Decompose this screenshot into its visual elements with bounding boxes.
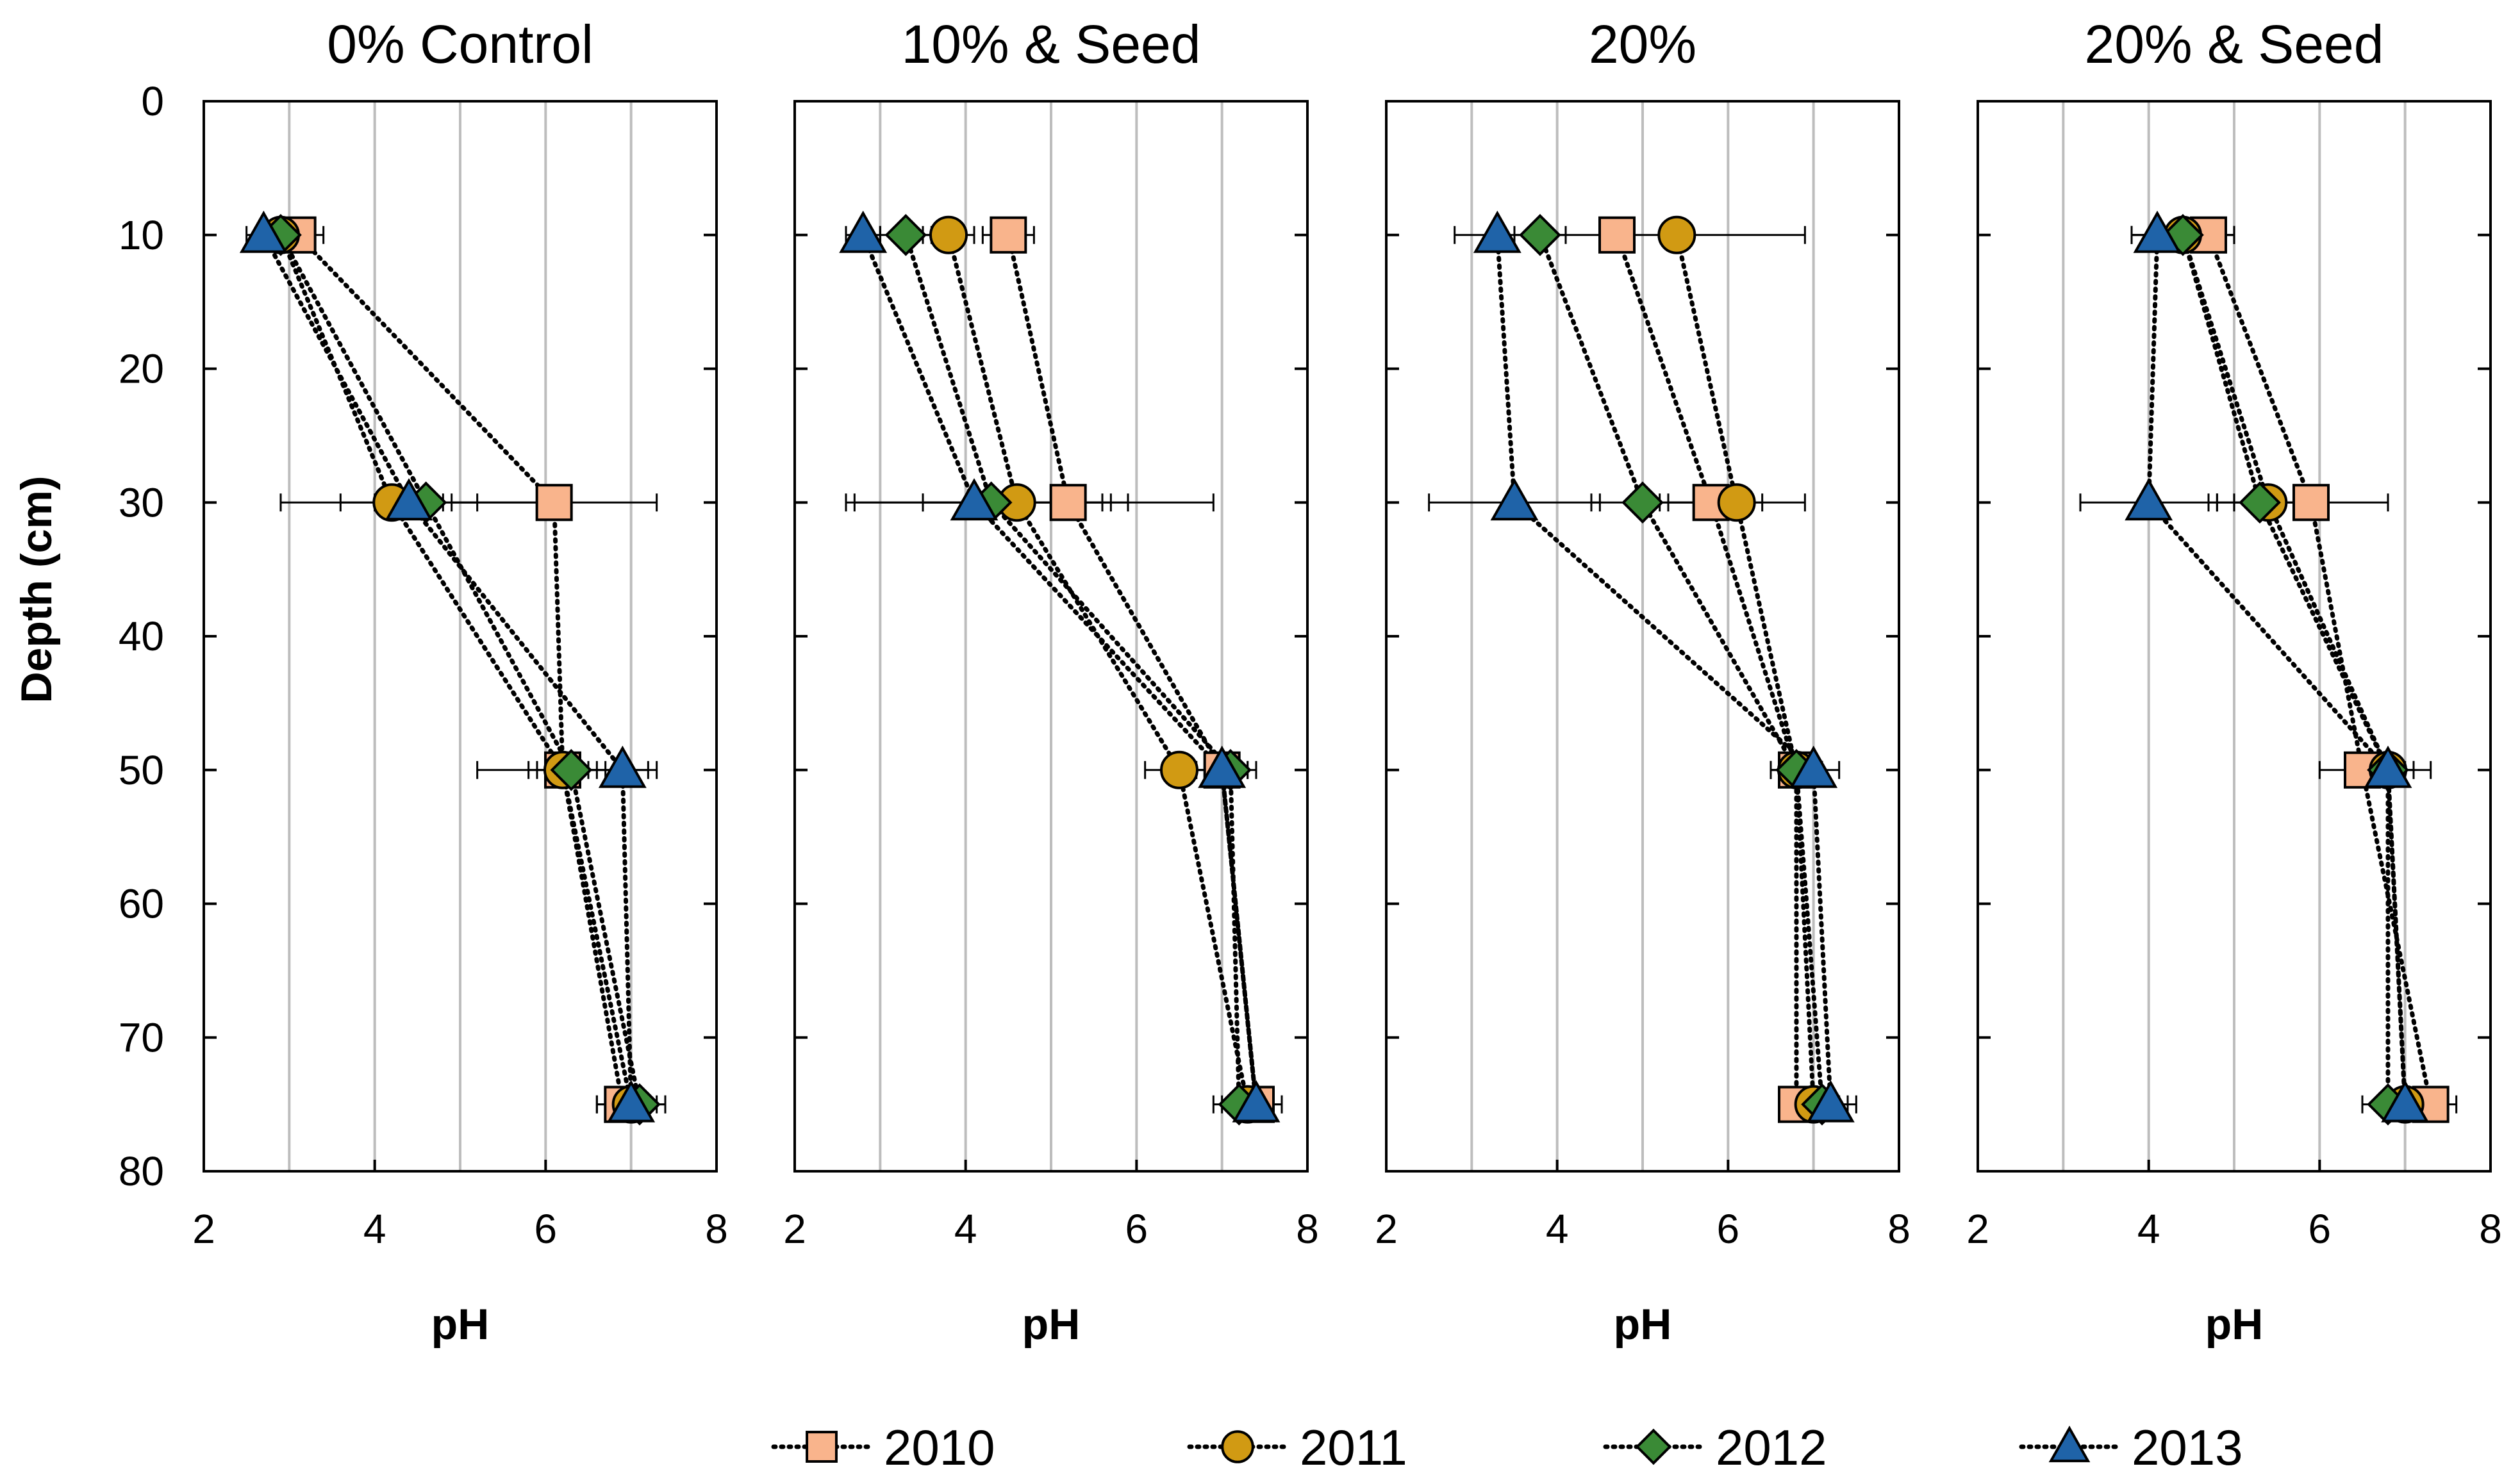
- x-tick-label: 6: [2309, 1206, 2332, 1252]
- data-point-2013: [598, 745, 647, 788]
- data-point-2013: [2125, 478, 2173, 521]
- x-tick-label: 6: [535, 1206, 558, 1252]
- data-point-2012: [550, 748, 593, 791]
- data-point-2013: [2381, 1080, 2430, 1123]
- x-tick-label: 2: [1966, 1206, 1989, 1252]
- data-point-2011: [1717, 483, 1756, 522]
- series-line-2011: [946, 233, 1250, 1107]
- y-tick-label: 50: [119, 747, 164, 793]
- series-line-2012: [278, 233, 642, 1107]
- data-point-2013: [839, 210, 888, 253]
- y-tick-label: 20: [119, 346, 164, 392]
- series-line-2010: [1006, 233, 1259, 1107]
- data-point-2013: [2364, 745, 2412, 788]
- data-point-2013: [239, 210, 288, 253]
- series-line-2010: [295, 233, 625, 1107]
- y-tick-label: 0: [141, 78, 164, 124]
- data-point-2013: [385, 478, 433, 521]
- panel-title: 0% Control: [327, 14, 593, 74]
- legend-marker-2012: [1635, 1428, 1672, 1465]
- legend-label: 2010: [884, 1419, 995, 1476]
- x-tick-label: 2: [783, 1206, 806, 1252]
- x-axis-label: pH: [2205, 1300, 2264, 1349]
- series-line-2012: [903, 233, 1241, 1107]
- series-line-2013: [261, 233, 634, 1107]
- series-line-2013: [861, 233, 1259, 1107]
- x-tick-label: 2: [1375, 1206, 1398, 1252]
- series-line-2011: [1674, 233, 1816, 1107]
- series-line-2013: [2146, 233, 2408, 1107]
- y-tick-label: 40: [119, 613, 164, 659]
- legend-marker-2011: [1221, 1430, 1254, 1463]
- x-tick-label: 2: [192, 1206, 215, 1252]
- legend-label: 2013: [2132, 1419, 2243, 1476]
- x-tick-label: 6: [1125, 1206, 1148, 1252]
- x-tick-label: 8: [1887, 1206, 1911, 1252]
- panel-1: 0 10 20 30 40 50 60 70 80 2 4 6 8 0% Control pH: [119, 14, 728, 1349]
- data-point-2011: [929, 215, 968, 254]
- data-point-2010: [2292, 484, 2330, 522]
- legend-label: 2012: [1716, 1419, 1827, 1476]
- x-tick-label: 8: [2479, 1206, 2502, 1252]
- series-line-2011: [2180, 233, 2408, 1107]
- x-tick-label: 8: [1296, 1206, 1319, 1252]
- x-axis-label: pH: [431, 1300, 490, 1349]
- data-point-2013: [950, 478, 999, 521]
- data-point-2011: [1657, 215, 1696, 254]
- y-tick-label: 80: [119, 1148, 164, 1194]
- series-line-2012: [2180, 233, 2391, 1107]
- legend-item-2013: 2013: [2019, 1419, 2243, 1476]
- data-point-2013: [1198, 745, 1247, 788]
- data-point-2012: [1519, 213, 1561, 256]
- data-point-2013: [607, 1080, 656, 1123]
- panels-layer: 0 10 20 30 40 50 60 70 80 2 4 6 8 0% Control pH 2 4 6 8 10%…: [119, 14, 2502, 1349]
- x-tick-label: 4: [363, 1206, 386, 1252]
- panel-title: 10% & Seed: [901, 14, 1200, 74]
- data-point-2011: [1160, 750, 1198, 789]
- data-point-2012: [884, 213, 927, 256]
- y-tick-label: 30: [119, 479, 164, 525]
- panel-4: 2 4 6 8 20% & Seed pH: [1966, 14, 2502, 1349]
- series-line-2010: [1614, 233, 1799, 1107]
- data-point-2013: [1789, 745, 1838, 788]
- data-point-2013: [1490, 478, 1539, 521]
- legend-label: 2011: [1300, 1419, 1407, 1476]
- data-point-2012: [1621, 481, 1664, 524]
- panel-3: 2 4 6 8 20% pH: [1375, 14, 1911, 1349]
- data-point-2013: [1473, 210, 1521, 253]
- data-point-2010: [535, 484, 573, 522]
- legend-marker-2010: [806, 1431, 838, 1463]
- x-axis-label: pH: [1614, 1300, 1672, 1349]
- y-axis-label: Depth (cm): [12, 475, 61, 703]
- series-line-2012: [1538, 233, 1825, 1107]
- x-tick-label: 4: [1546, 1206, 1569, 1252]
- y-tick-label: 10: [119, 212, 164, 258]
- x-tick-label: 4: [2137, 1206, 2160, 1252]
- y-tick-label: 70: [119, 1014, 164, 1060]
- series-line-2013: [1495, 233, 1833, 1107]
- data-point-2010: [990, 216, 1027, 254]
- x-tick-label: 8: [705, 1206, 728, 1252]
- data-point-2012: [2239, 481, 2281, 524]
- legend: 2010 2011 2012 2013: [771, 1419, 2243, 1476]
- data-point-2013: [1806, 1080, 1855, 1123]
- x-axis-label: pH: [1022, 1300, 1081, 1349]
- panel-2: 2 4 6 8 10% & Seed pH: [783, 14, 1319, 1349]
- y-tick-label: 60: [119, 881, 164, 927]
- x-tick-label: 4: [954, 1206, 977, 1252]
- legend-item-2010: 2010: [771, 1419, 995, 1476]
- data-point-2010: [1598, 216, 1636, 254]
- panel-title: 20% & Seed: [2084, 14, 2383, 74]
- x-tick-label: 6: [1717, 1206, 1740, 1252]
- data-point-2013: [2133, 210, 2182, 253]
- panel-title: 20%: [1589, 14, 1696, 74]
- data-point-2013: [1232, 1080, 1281, 1123]
- legend-item-2011: 2011: [1187, 1419, 1407, 1476]
- legend-marker-2013: [2048, 1426, 2091, 1463]
- data-point-2010: [1049, 484, 1087, 522]
- legend-item-2012: 2012: [1603, 1419, 1827, 1476]
